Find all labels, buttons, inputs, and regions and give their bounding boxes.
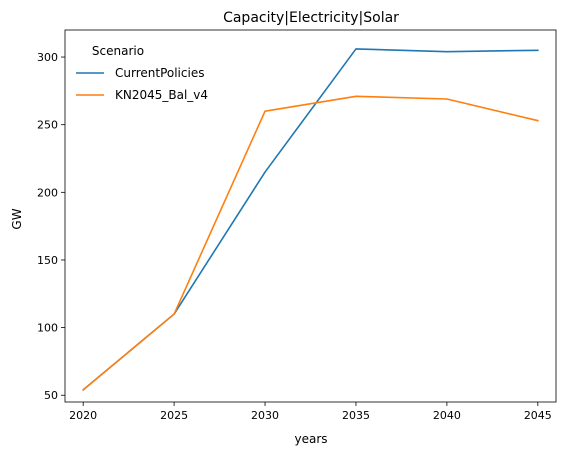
- x-tick-label-2025: 2025: [160, 409, 188, 422]
- chart-title: Capacity|Electricity|Solar: [223, 10, 399, 26]
- x-tick-label-2040: 2040: [433, 409, 461, 422]
- y-tick-label-100: 100: [37, 322, 58, 335]
- y-tick-label-200: 200: [37, 186, 58, 199]
- y-tick-label-250: 250: [37, 119, 58, 132]
- y-tick-label-50: 50: [44, 389, 58, 402]
- x-axis-label: years: [294, 432, 327, 446]
- x-tick-label-2045: 2045: [524, 409, 552, 422]
- plot-area: 2020 2025 2030 2035 2040 2045 50 100 150 200 250 30…: [37, 29, 557, 422]
- y-tick-label-300: 300: [37, 51, 58, 64]
- x-tick-label-2030: 2030: [251, 409, 279, 422]
- series-line-2: [82, 95, 539, 391]
- axes-frame: [64, 29, 557, 403]
- legend-label-1: CurrentPolicies: [115, 66, 204, 80]
- y-tick-label-150: 150: [37, 254, 58, 267]
- legend-label-2: KN2045_Bal_v4: [115, 88, 208, 102]
- y-axis-label: GW: [10, 208, 24, 229]
- x-tick-label-2020: 2020: [69, 409, 97, 422]
- x-tick-label-2035: 2035: [342, 409, 370, 422]
- legend-title: Scenario: [92, 44, 144, 58]
- legend: Scenario CurrentPolicies KN2045_Bal_v4: [76, 44, 208, 102]
